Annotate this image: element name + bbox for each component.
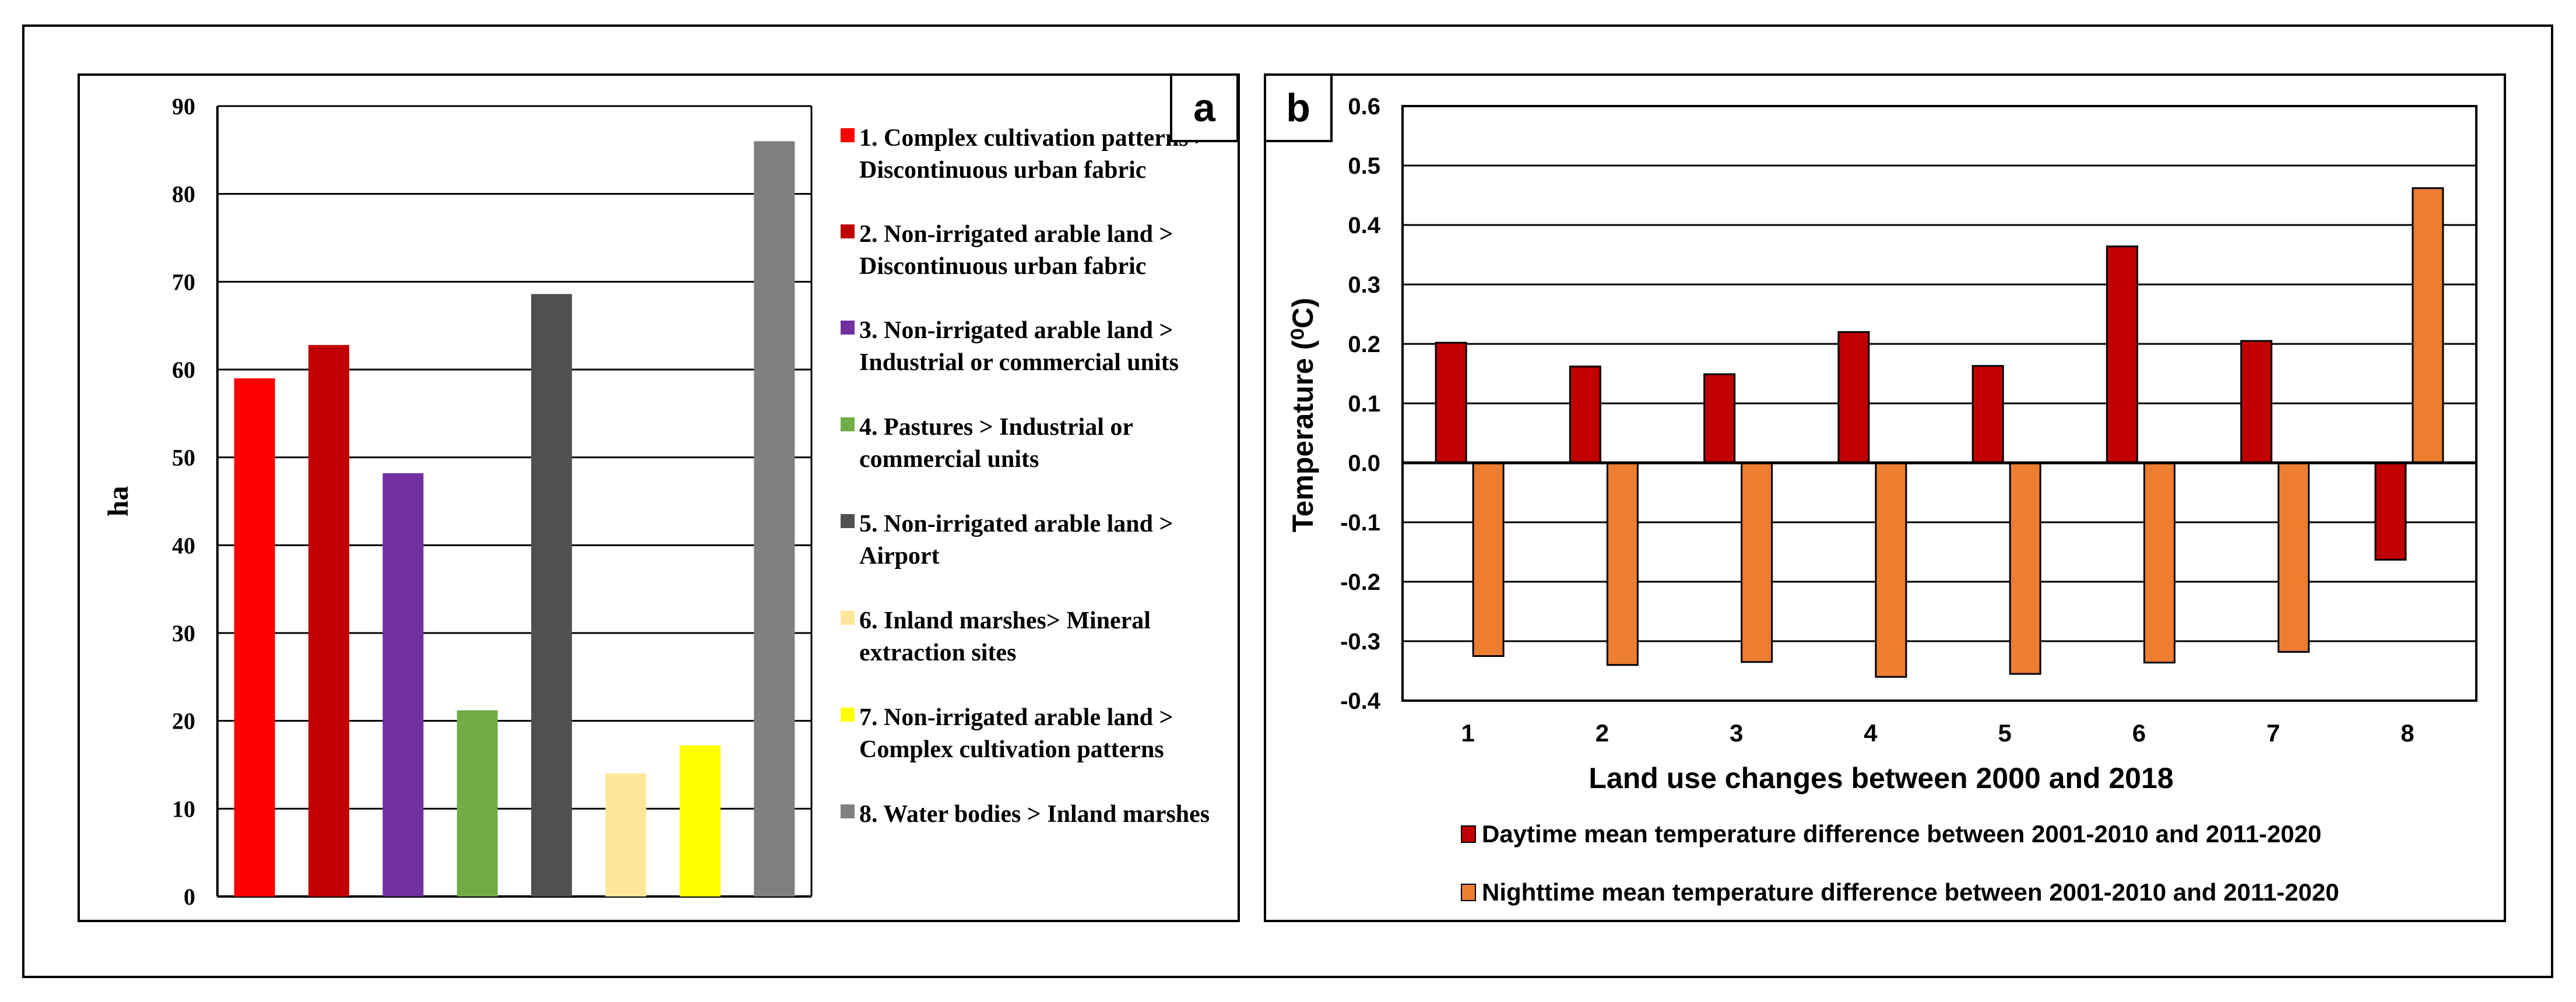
panel-a-label: a [1170,73,1239,142]
plot-border-b [1401,105,2477,702]
legend-swatch-3 [841,321,855,335]
bar-b-day-1 [1435,342,1467,464]
bar-b-day-8 [2374,462,2407,561]
y-tick-a-20: 20 [172,708,195,734]
bar-b-night-5 [2009,462,2041,675]
bar-b-night-2 [1606,462,1639,666]
chart-b-legend-item-night: Nighttime mean temperature difference be… [1461,876,2498,910]
y-tick-b--0.2: -0.2 [1340,569,1380,595]
chart-a-svg: 0 10 20 30 40 50 60 70 80 90 ha [101,93,813,910]
y-tick-b-0.4: 0.4 [1348,213,1380,238]
legend-label-8: 8. Water bodies > Inland marshes [859,801,1210,828]
y-axis-label-b: Temperature (⁰C) [1287,298,1319,533]
bar-b-night-3 [1741,462,1773,663]
legend-swatch-1 [841,128,855,142]
legend-label-day: Daytime mean temperature difference betw… [1482,820,2322,848]
x-tick-b-7: 7 [2266,719,2280,747]
bar-b-night-7 [2278,462,2310,653]
chart-b-svg: 0.6 0.5 0.4 0.3 0.2 0.1 0.0 -0.1 -0.2 -0.3 -0.4 1 2 3… [1287,94,2477,794]
legend-swatch-8 [841,804,855,818]
legend-swatch-6 [841,611,855,625]
legend-label-1: 1. Complex cultivation patterns > Discon… [859,125,1209,184]
x-tick-b-4: 4 [1864,719,1878,747]
y-tick-a-50: 50 [172,445,195,471]
legend-swatch-4 [841,417,855,431]
chart-b-legend-item-day: Daytime mean temperature difference betw… [1461,817,2498,852]
bar-a-3 [382,473,424,896]
bar-a-5 [531,294,572,897]
bar-a-4 [456,710,498,896]
bar-b-day-3 [1703,373,1736,464]
y-tick-b--0.3: -0.3 [1340,629,1380,655]
y-tick-b-0.1: 0.1 [1348,391,1380,417]
y-tick-b-0.5: 0.5 [1348,153,1380,179]
bar-a-1 [234,378,275,896]
legend-swatch-2 [841,224,855,238]
figure-frame [22,24,2553,978]
bar-b-night-8 [2412,187,2444,464]
y-tick-a-60: 60 [172,357,195,383]
legend-swatch-7 [841,708,855,722]
y-tick-b-0.0: 0.0 [1348,451,1380,476]
bar-b-day-4 [1837,331,1870,464]
y-tick-b-0.3: 0.3 [1348,272,1380,298]
y-tick-a-10: 10 [172,796,195,822]
legend-label-night: Nighttime mean temperature difference be… [1482,878,2339,906]
bar-a-8 [754,141,795,897]
y-tick-a-30: 30 [172,620,195,646]
y-tick-a-70: 70 [172,269,195,295]
bar-b-day-5 [1971,365,2004,464]
y-tick-a-90: 90 [172,93,195,119]
bar-a-6 [605,774,646,896]
bar-b-day-2 [1569,365,1601,464]
legend-label-3: 3. Non-irrigated arable land > Industria… [859,317,1179,376]
legend-label-5: 5. Non-irrigated arable land > Airport [859,511,1173,569]
legend-swatch-day [1461,825,1476,843]
y-tick-b--0.1: -0.1 [1340,510,1380,536]
legend-label-4: 4. Pastures > Industrial or commercial u… [859,414,1133,473]
y-tick-a-0: 0 [184,884,195,910]
bar-a-7 [679,745,721,896]
panel-b-label: b [1264,73,1333,142]
y-tick-b--0.4: -0.4 [1340,688,1381,714]
y-axis-label-a: ha [101,486,134,517]
x-axis-label-b: Land use changes between 2000 and 2018 [1589,762,2173,794]
legend-label-7: 7. Non-irrigated arable land > Complex c… [859,704,1173,763]
legend-label-2: 2. Non-irrigated arable land > Discontin… [859,221,1173,280]
legend-swatch-5 [841,514,855,528]
panel-a: 0 10 20 30 40 50 60 70 80 90 ha 1. Complex cultiva… [78,73,1240,922]
legend-swatch-night [1461,884,1476,901]
bar-b-night-1 [1472,462,1505,657]
x-tick-b-6: 6 [2132,719,2146,747]
bar-b-night-4 [1875,462,1907,678]
x-tick-b-2: 2 [1595,719,1609,747]
bar-b-day-6 [2106,245,2138,464]
legend-label-6: 6. Inland marshes> Mineral extraction si… [859,607,1151,666]
bar-b-day-7 [2240,340,2273,464]
x-tick-b-5: 5 [1998,719,2011,747]
bar-b-night-6 [2143,462,2176,664]
y-tick-a-80: 80 [172,181,195,208]
x-tick-b-3: 3 [1730,719,1743,747]
panel-b: 0.6 0.5 0.4 0.3 0.2 0.1 0.0 -0.1 -0.2 -0.3 -0.4 1 2 3… [1264,73,2506,922]
x-tick-b-1: 1 [1461,719,1474,747]
x-tick-b-8: 8 [2401,719,2414,747]
bar-a-2 [308,344,350,896]
y-tick-b-0.2: 0.2 [1348,332,1380,357]
y-tick-b-0.6: 0.6 [1348,94,1380,119]
y-tick-a-40: 40 [172,532,195,558]
